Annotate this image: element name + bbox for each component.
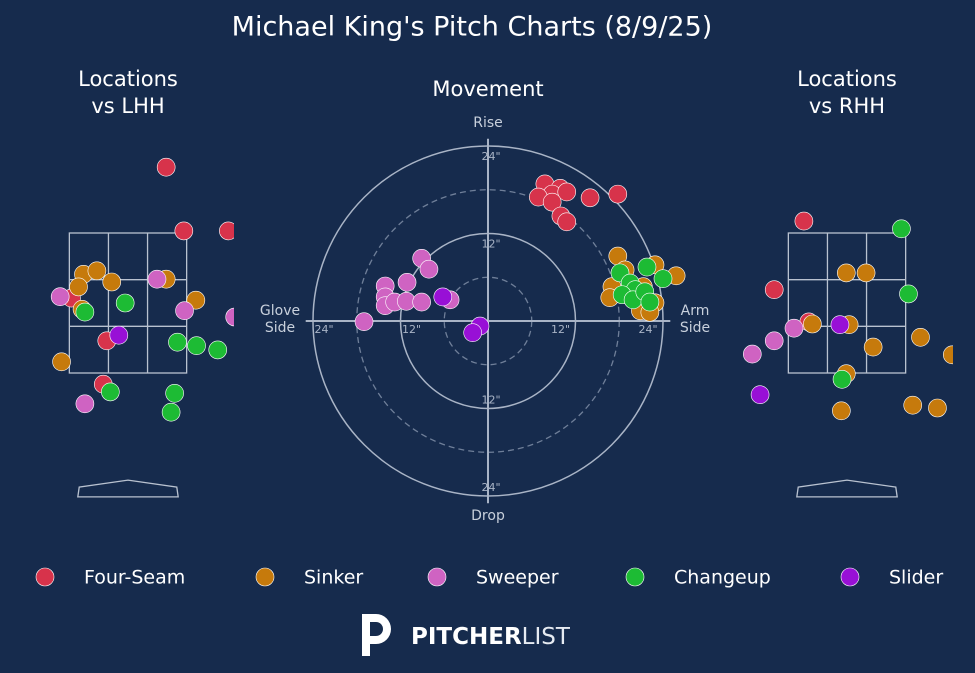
pitch-point	[187, 336, 206, 356]
legend-label: Slider	[889, 567, 943, 589]
pitch-point	[836, 263, 856, 283]
ring-label: 24"	[638, 323, 657, 336]
pitch-point	[52, 352, 71, 372]
pitch-point	[87, 261, 107, 281]
pitch-point	[174, 221, 194, 241]
legend-label: Changeup	[674, 567, 771, 589]
axis-label-left: Glove Side	[259, 303, 301, 336]
pitch-point	[856, 263, 876, 283]
pitch-point	[101, 382, 120, 402]
pitch-point	[75, 302, 95, 322]
pitch-point	[832, 369, 852, 389]
page-title: Michael King's Pitch Charts (8/9/25)	[232, 12, 713, 43]
pitch-point	[784, 318, 804, 338]
pitch-point	[156, 157, 176, 177]
panel	[50, 157, 234, 498]
pitch-point	[109, 325, 129, 345]
pitch-point	[580, 188, 600, 208]
pitch-point	[397, 273, 417, 292]
pitch-point	[433, 287, 453, 307]
pitch-point	[115, 293, 135, 313]
pitch-point	[102, 272, 122, 292]
pitch-point	[161, 402, 181, 422]
pitch-point	[830, 315, 850, 335]
axis-label-right: Arm Side	[679, 303, 711, 336]
panel-title: Movement	[432, 77, 544, 101]
pitch-point	[653, 269, 673, 289]
pitch-point	[168, 332, 187, 352]
pitch-point	[903, 395, 923, 415]
pitch-point	[832, 401, 851, 421]
logo-icon	[362, 614, 391, 656]
legend-marker	[255, 567, 275, 587]
pitch-point	[863, 337, 883, 357]
pitch-point	[764, 331, 784, 351]
pitch-point	[892, 219, 911, 239]
pitch-point	[899, 284, 918, 304]
pitch-point	[928, 398, 947, 418]
pitch-point	[557, 212, 577, 232]
pitch-point	[147, 269, 167, 289]
pitch-point	[637, 257, 657, 277]
pitch-point	[750, 385, 770, 405]
pitch-point	[764, 280, 784, 300]
pitch-point	[608, 184, 628, 204]
ring-label: 24"	[481, 150, 500, 163]
pitch-point	[50, 287, 70, 307]
panel	[743, 211, 953, 498]
pitch-point	[743, 344, 762, 364]
legend-marker	[840, 567, 860, 587]
legend-marker	[427, 567, 447, 587]
pitch-point	[942, 345, 953, 365]
pitch-point	[219, 221, 234, 241]
pitch-point	[225, 307, 234, 327]
ring-label: 12"	[551, 323, 570, 336]
home-plate	[77, 479, 179, 498]
pitch-point	[557, 182, 577, 202]
pitch-point	[794, 211, 814, 231]
logo-text: PITCHERLIST	[411, 624, 571, 650]
logo-bold: PITCHER	[411, 624, 522, 650]
pitch-point	[412, 292, 431, 312]
ring-label: 12"	[481, 237, 500, 250]
legend-label: Four-Seam	[84, 567, 185, 589]
panel-title: Locations vs LHH	[78, 67, 178, 118]
pitch-point	[419, 259, 439, 279]
home-plate	[796, 479, 898, 498]
logo: PITCHERLIST	[362, 614, 571, 656]
pitch-point	[75, 394, 95, 414]
pitch-point	[69, 277, 88, 297]
legend-marker	[35, 567, 55, 587]
axis-label-top: Rise	[473, 115, 503, 131]
ring-label: 24"	[314, 323, 333, 336]
pitch-point	[208, 340, 228, 360]
ring-label: 24"	[481, 481, 500, 494]
panel-title: Locations vs RHH	[797, 67, 897, 118]
logo-light: LIST	[522, 624, 571, 650]
panel: 12" 12" 12" 12" 24" 24" 24" 24"	[305, 138, 686, 504]
pitch-point	[463, 323, 482, 342]
axis-label-bottom: Drop	[471, 508, 505, 524]
pitch-point	[542, 192, 562, 212]
legend-marker	[625, 567, 645, 587]
strike-zone	[787, 232, 907, 374]
pitch-point	[911, 327, 930, 347]
pitch-point	[165, 383, 184, 403]
legend-label: Sinker	[304, 567, 363, 589]
pitch-point	[354, 312, 374, 332]
pitch-point	[640, 292, 660, 312]
legend-label: Sweeper	[476, 567, 559, 589]
pitch-point	[803, 314, 822, 334]
pitch-point	[175, 301, 194, 321]
ring-label: 12"	[481, 394, 500, 407]
ring-label: 12"	[402, 323, 421, 336]
